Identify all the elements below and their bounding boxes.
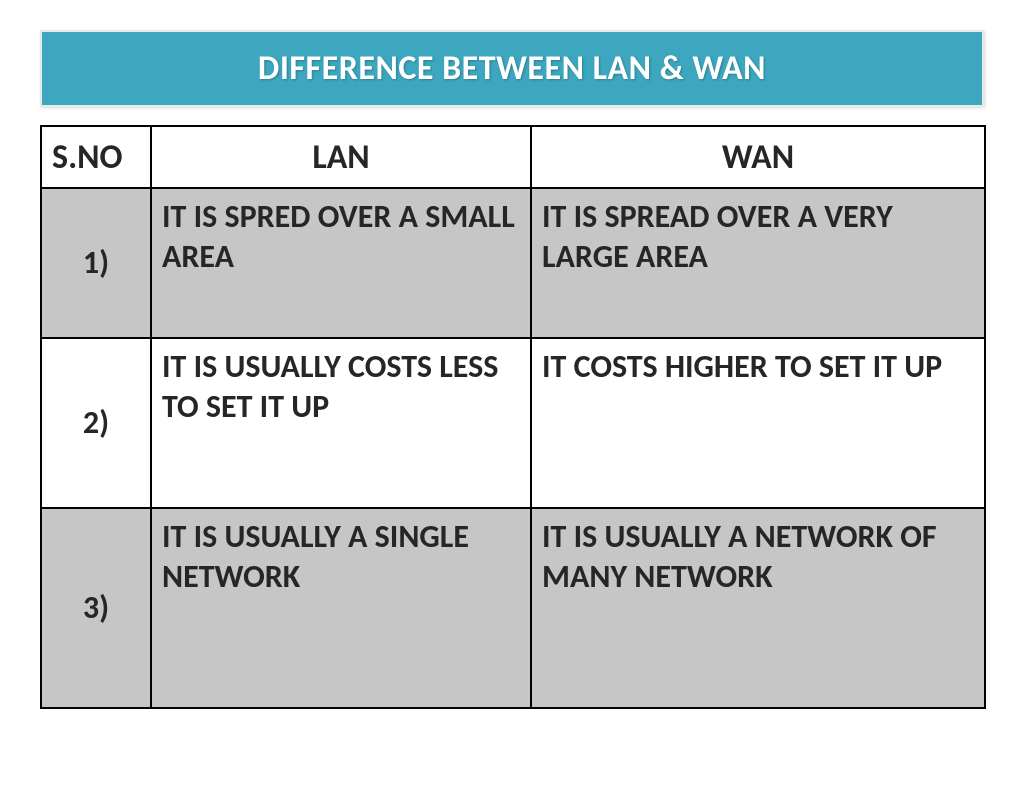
col-header-wan: WAN: [531, 126, 985, 188]
cell-lan: IT IS SPRED OVER A SMALL AREA: [151, 188, 531, 338]
comparison-table: S.NO LAN WAN 1)IT IS SPRED OVER A SMALL …: [40, 125, 986, 709]
cell-wan: IT IS USUALLY A NETWORK OF MANY NETWORK: [531, 508, 985, 708]
col-header-lan: LAN: [151, 126, 531, 188]
cell-sno: 3): [41, 508, 151, 708]
cell-sno: 1): [41, 188, 151, 338]
table-row: 2)IT IS USUALLY COSTS LESS TO SET IT UPI…: [41, 338, 985, 508]
cell-wan: IT IS SPREAD OVER A VERY LARGE AREA: [531, 188, 985, 338]
cell-lan: IT IS USUALLY COSTS LESS TO SET IT UP: [151, 338, 531, 508]
cell-wan: IT COSTS HIGHER TO SET IT UP: [531, 338, 985, 508]
table-row: 1)IT IS SPRED OVER A SMALL AREAIT IS SPR…: [41, 188, 985, 338]
table-header-row: S.NO LAN WAN: [41, 126, 985, 188]
cell-lan: IT IS USUALLY A SINGLE NETWORK: [151, 508, 531, 708]
table-row: 3)IT IS USUALLY A SINGLE NETWORKIT IS US…: [41, 508, 985, 708]
col-header-sno: S.NO: [41, 126, 151, 188]
cell-sno: 2): [41, 338, 151, 508]
page-title: DIFFERENCE BETWEEN LAN & WAN: [40, 30, 984, 107]
